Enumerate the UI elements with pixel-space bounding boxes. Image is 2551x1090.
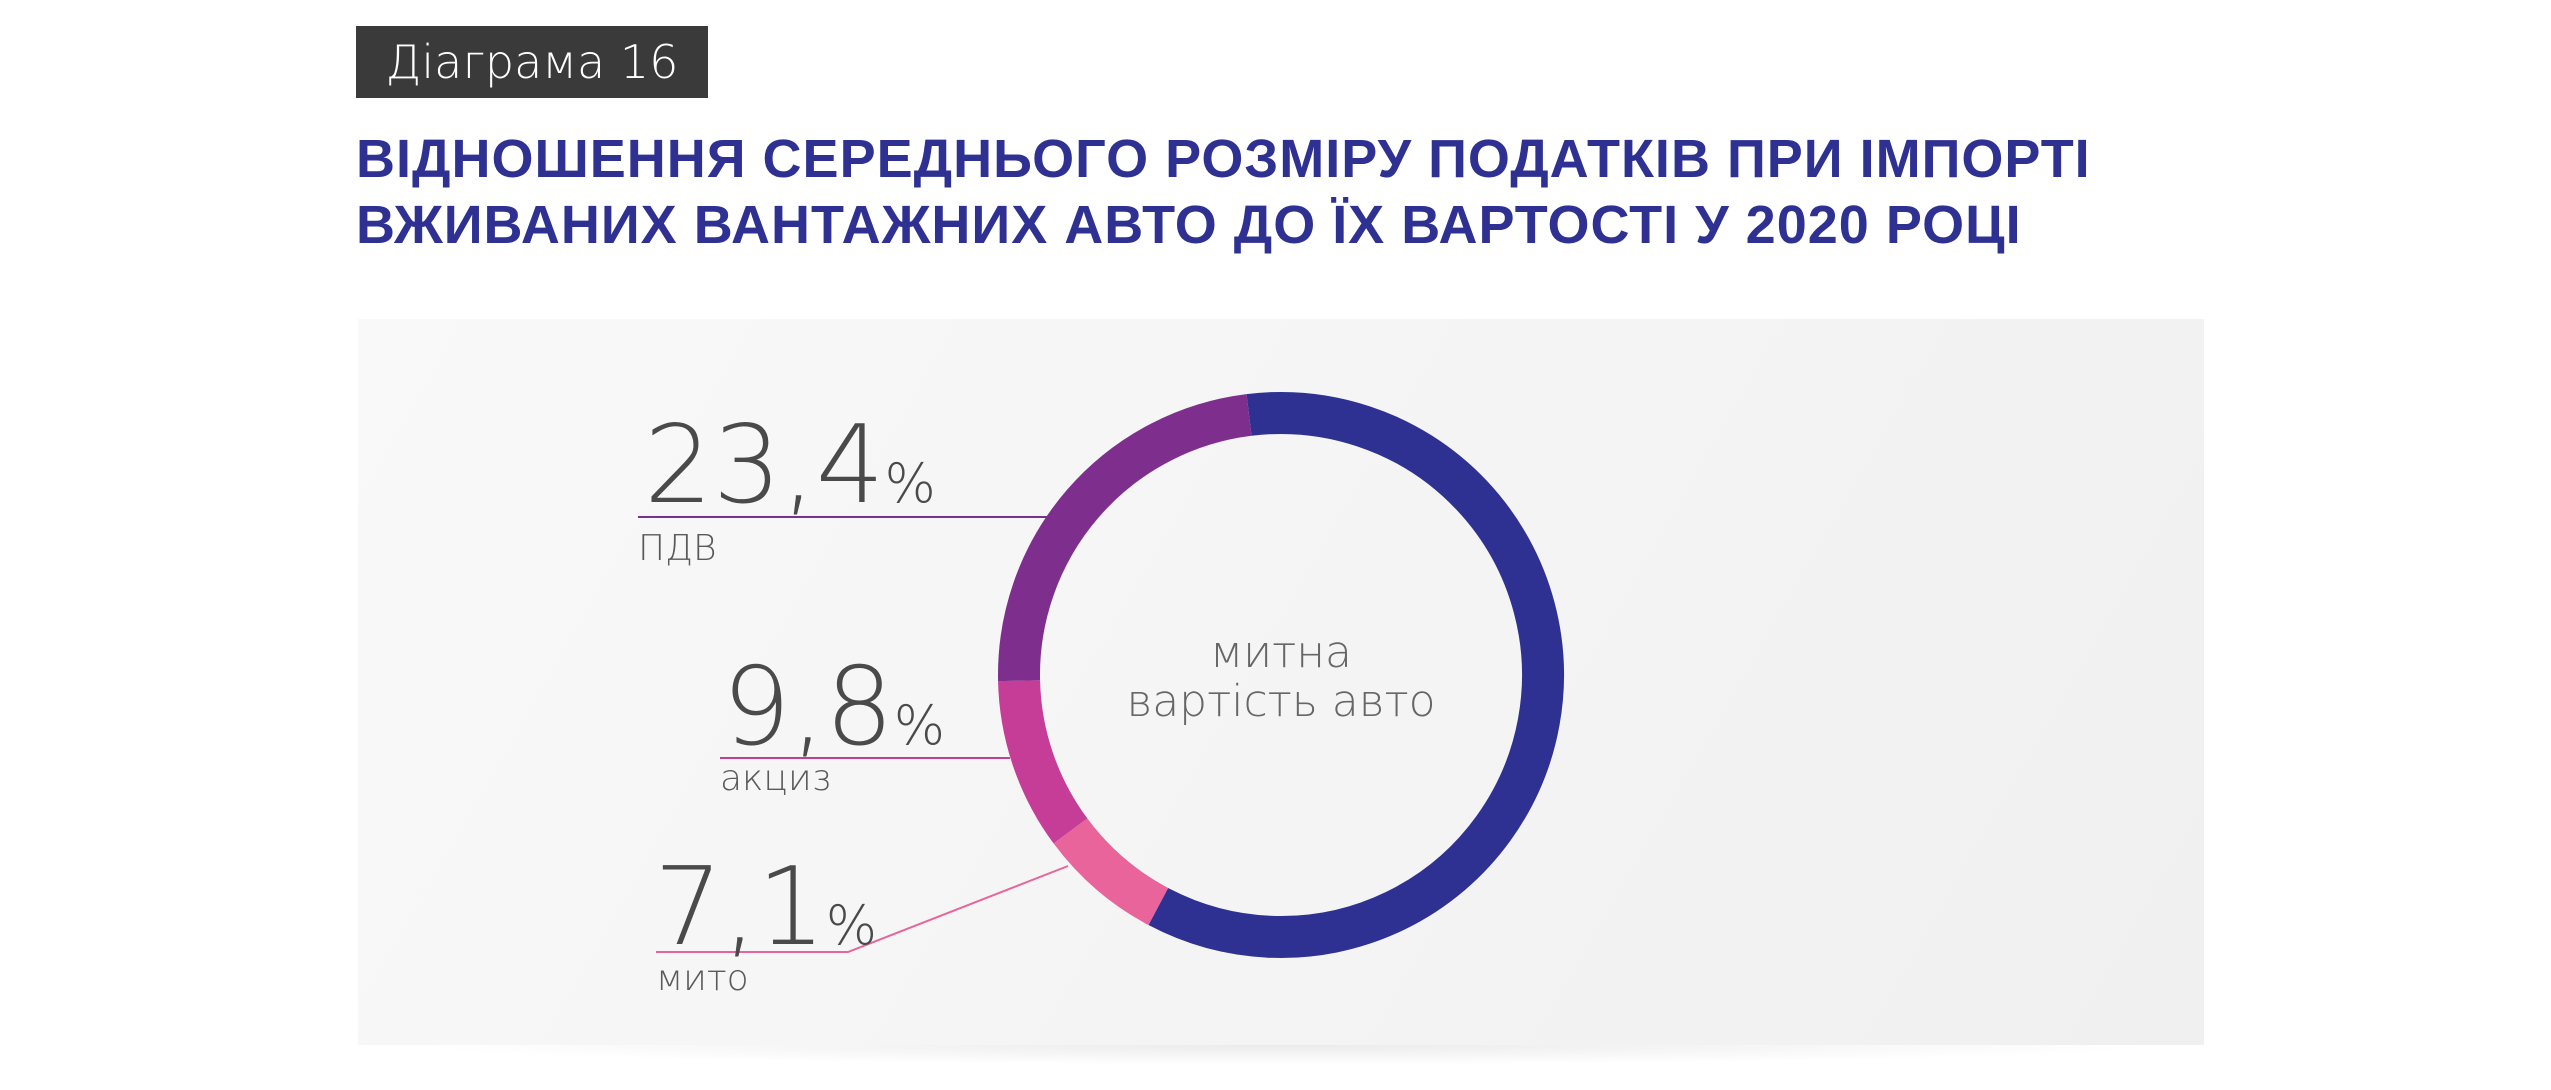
pdv-name-label: ПДВ: [638, 528, 717, 569]
center-label-line-1: митна: [1210, 627, 1352, 678]
pdv-value-label: 23,4%: [644, 403, 936, 528]
myto-name-label: мито: [656, 958, 749, 999]
center-label-line-2: вартість авто: [1126, 676, 1435, 727]
akcyz-name-label: акциз: [720, 758, 831, 799]
donut-slice-2: [1019, 681, 1070, 831]
akcyz-value-label: 9,8%: [722, 645, 945, 770]
donut-slice-1: [1070, 831, 1158, 907]
myto-value-label: 7,1%: [654, 845, 877, 970]
